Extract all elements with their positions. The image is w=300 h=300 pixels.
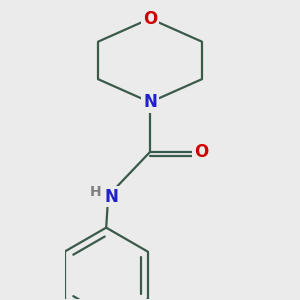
Text: O: O [194, 143, 208, 161]
Text: O: O [143, 10, 157, 28]
Text: H: H [89, 185, 101, 199]
Text: N: N [104, 188, 118, 206]
Text: N: N [143, 93, 157, 111]
